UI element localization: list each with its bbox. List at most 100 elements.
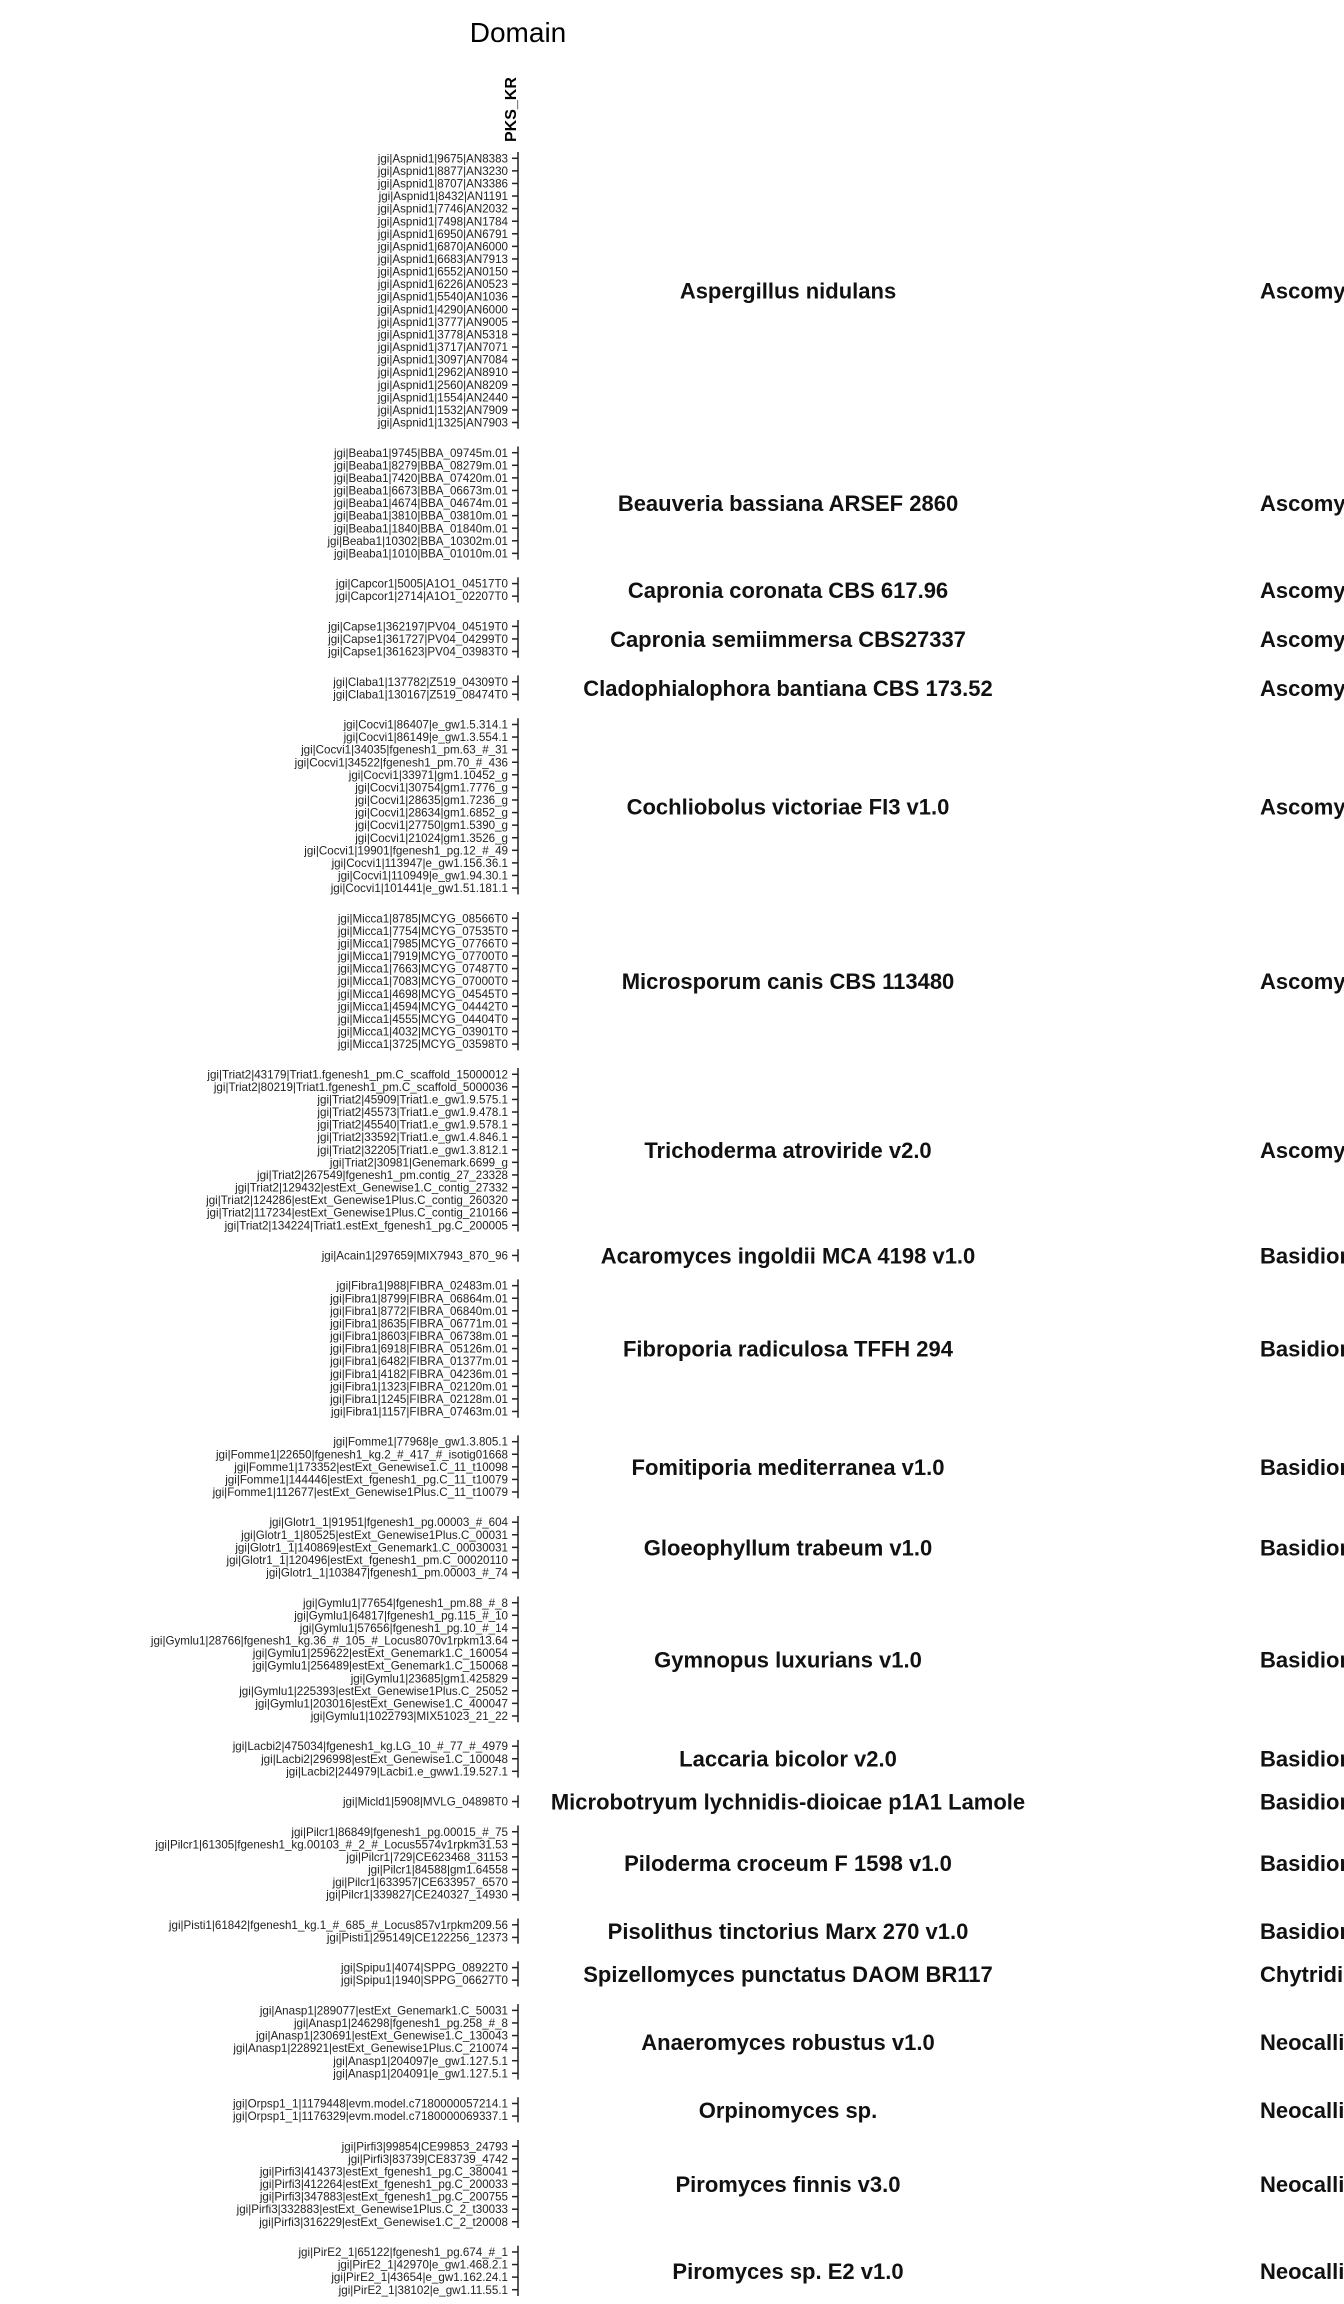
row-label: jgi|Spipu1|1940|SPPG_06627T0 bbox=[340, 1974, 508, 1987]
row-label: jgi|Aspnid1|1532|AN7909 bbox=[377, 404, 508, 417]
row-label: jgi|Fibra1|8635|FIBRA_06771m.01 bbox=[329, 1317, 508, 1330]
phylum-label: Neocallimastigomycota bbox=[1260, 2030, 1344, 2055]
row-label: jgi|Micca1|7919|MCYG_07700T0 bbox=[337, 950, 508, 963]
row-label: jgi|Micca1|4698|MCYG_04545T0 bbox=[337, 988, 508, 1001]
row-label: jgi|Fomme1|77968|e_gw1.3.805.1 bbox=[332, 1436, 508, 1449]
row-label: jgi|Anasp1|204097|e_gw1.127.5.1 bbox=[332, 2055, 508, 2068]
phylum-labels: Ascomycota Ascomycota Ascomycota Ascomycota… bbox=[1260, 278, 1344, 2283]
row-label: jgi|Aspnid1|3778|AN5318 bbox=[377, 328, 508, 341]
row-label: jgi|Beaba1|10302|BBA_10302m.01 bbox=[326, 535, 508, 548]
organism-label: Pisolithus tinctorius Marx 270 v1.0 bbox=[608, 1919, 969, 1944]
row-label: jgi|Cocvi1|33971|gm1.10452_g bbox=[348, 769, 508, 782]
row-label: jgi|Cocvi1|30754|gm1.7776_g bbox=[354, 781, 508, 794]
row-label: jgi|Cocvi1|19901|fgenesh1_pg.12_#_49 bbox=[303, 844, 508, 857]
row-label: jgi|Pilcr1|84588|gm1.64558 bbox=[367, 1864, 508, 1877]
phylum-label: Neocallimastigomycota bbox=[1260, 2259, 1344, 2284]
row-label: jgi|Pilcr1|633957|CE633957_6570 bbox=[332, 1876, 508, 1889]
row-label: jgi|Micca1|7083|MCYG_07000T0 bbox=[337, 975, 508, 988]
row-label: jgi|Capse1|361727|PV04_04299T0 bbox=[327, 633, 508, 646]
organism-label: Anaeromyces robustus v1.0 bbox=[641, 2030, 934, 2055]
column-headers: PKS_KR bbox=[503, 77, 520, 142]
row-label: jgi|Aspnid1|6226|AN0523 bbox=[377, 278, 508, 291]
row-label: jgi|Cocvi1|86407|e_gw1.5.314.1 bbox=[343, 719, 508, 732]
row-label: jgi|Gymlu1|256489|estExt_Genemark1.C_150… bbox=[252, 1660, 508, 1673]
row-label: jgi|Triat2|43179|Triat1.fgenesh1_pm.C_sc… bbox=[206, 1068, 508, 1081]
row-label: jgi|Cocvi1|34522|fgenesh1_pm.70_#_436 bbox=[294, 756, 508, 769]
row-label: jgi|Aspnid1|1554|AN2440 bbox=[377, 391, 508, 404]
organism-label: Fomitiporia mediterranea v1.0 bbox=[632, 1455, 945, 1480]
row-label: jgi|Aspnid1|8877|AN3230 bbox=[377, 165, 508, 178]
organism-label: Gymnopus luxurians v1.0 bbox=[654, 1647, 922, 1672]
row-label: jgi|Aspnid1|5540|AN1036 bbox=[377, 291, 508, 304]
row-label: jgi|Beaba1|1840|BBA_01840m.01 bbox=[333, 522, 508, 535]
row-label: jgi|Anasp1|228921|estExt_Genewise1Plus.C… bbox=[232, 2042, 508, 2055]
phylum-label: Basidiomycota bbox=[1260, 1337, 1344, 1362]
row-label: jgi|Glotr1_1|140869|estExt_Genemark1.C_0… bbox=[234, 1541, 508, 1554]
row-label: jgi|Triat2|134224|Triat1.estExt_fgenesh1… bbox=[224, 1219, 508, 1232]
row-label: jgi|Pirfi3|316229|estExt_Genewise1.C_2_t… bbox=[258, 2216, 508, 2229]
row-label: jgi|Beaba1|6673|BBA_06673m.01 bbox=[333, 485, 508, 498]
row-label: jgi|Cocvi1|86149|e_gw1.3.554.1 bbox=[343, 731, 508, 744]
row-label: jgi|Cocvi1|28635|gm1.7236_g bbox=[354, 794, 508, 807]
organism-label: Beauveria bassiana ARSEF 2860 bbox=[618, 491, 958, 516]
row-label: jgi|Triat2|30981|Genemark.6699_g bbox=[329, 1156, 508, 1169]
row-label: jgi|Fibra1|4182|FIBRA_04236m.01 bbox=[329, 1368, 508, 1381]
phylum-label: Ascomycota bbox=[1260, 676, 1344, 701]
phylum-label: Ascomycota bbox=[1260, 1138, 1344, 1163]
phylum-label: Basidiomycota bbox=[1260, 1455, 1344, 1480]
row-label: jgi|Triat2|124286|estExt_Genewise1Plus.C… bbox=[205, 1194, 508, 1207]
row-label: jgi|Gymlu1|23685|gm1.425829 bbox=[350, 1672, 508, 1685]
phylum-label: Ascomycota bbox=[1260, 278, 1344, 303]
organism-label: Piloderma croceum F 1598 v1.0 bbox=[624, 1851, 952, 1876]
row-label: jgi|Micca1|7985|MCYG_07766T0 bbox=[337, 937, 508, 950]
row-label: jgi|Gymlu1|57656|fgenesh1_pg.10_#_14 bbox=[299, 1622, 509, 1635]
row-label: jgi|Cocvi1|101441|e_gw1.51.181.1 bbox=[330, 882, 508, 895]
row-label: jgi|Lacbi2|296998|estExt_Genewise1.C_100… bbox=[260, 1753, 508, 1766]
row-label: jgi|PirE2_1|42970|e_gw1.468.2.1 bbox=[337, 2259, 508, 2272]
organism-label: Trichoderma atroviride v2.0 bbox=[644, 1138, 931, 1163]
row-label: jgi|Micca1|8785|MCYG_08566T0 bbox=[337, 912, 508, 925]
row-label: jgi|Glotr1_1|80525|estExt_Genewise1Plus.… bbox=[240, 1529, 508, 1542]
row-label: jgi|Micca1|7663|MCYG_07487T0 bbox=[337, 963, 508, 976]
row-label: jgi|Fibra1|8799|FIBRA_06864m.01 bbox=[329, 1292, 508, 1305]
row-label: jgi|Fibra1|8772|FIBRA_06840m.01 bbox=[329, 1305, 508, 1318]
row-label: jgi|Pilcr1|86849|fgenesh1_pg.00015_#_75 bbox=[290, 1826, 508, 1839]
row-label: jgi|Aspnid1|3097|AN7084 bbox=[377, 354, 509, 367]
row-label: jgi|Aspnid1|6950|AN6791 bbox=[377, 228, 508, 241]
row-label: jgi|Aspnid1|7498|AN1784 bbox=[377, 215, 509, 228]
row-label: jgi|Gymlu1|1022793|MIX51023_21_22 bbox=[310, 1710, 508, 1723]
phylum-label: Basidiomycota bbox=[1260, 1919, 1344, 1944]
row-label: jgi|Fomme1|173352|estExt_Genewise1.C_11_… bbox=[233, 1461, 508, 1474]
row-label: jgi|Fibra1|1245|FIBRA_02128m.01 bbox=[329, 1393, 508, 1406]
organism-label: Cochliobolus victoriae FI3 v1.0 bbox=[627, 794, 950, 819]
row-label: jgi|Fibra1|988|FIBRA_02483m.01 bbox=[336, 1280, 508, 1293]
row-label: jgi|Triat2|45909|Triat1.e_gw1.9.575.1 bbox=[316, 1093, 508, 1106]
phylum-label: Basidiomycota bbox=[1260, 1790, 1344, 1815]
row-label: jgi|Aspnid1|3717|AN7071 bbox=[377, 341, 508, 354]
row-label: jgi|Cocvi1|28634|gm1.6852_g bbox=[354, 807, 508, 820]
row-label: jgi|Fomme1|112677|estExt_Genewise1Plus.C… bbox=[212, 1486, 508, 1499]
row-label: jgi|Pirfi3|414373|estExt_fgenesh1_pg.C_3… bbox=[259, 2165, 508, 2178]
row-label: jgi|Triat2|129432|estExt_Genewise1.C_con… bbox=[234, 1182, 508, 1195]
row-label: jgi|Triat2|32205|Triat1.e_gw1.3.812.1 bbox=[316, 1144, 508, 1157]
row-label: jgi|Aspnid1|3777|AN9005 bbox=[377, 316, 508, 329]
row-label: jgi|Micca1|4555|MCYG_04404T0 bbox=[337, 1013, 508, 1026]
row-label: jgi|Beaba1|4674|BBA_04674m.01 bbox=[333, 497, 508, 510]
row-label: jgi|Aspnid1|8707|AN3386 bbox=[377, 178, 508, 191]
row-label: jgi|Pilcr1|339827|CE240327_14930 bbox=[325, 1889, 508, 1902]
chart-title: Domain bbox=[470, 17, 566, 48]
row-label: jgi|Orpsp1_1|1179448|evm.model.c71800000… bbox=[232, 2098, 508, 2111]
row-label: jgi|Cocvi1|27750|gm1.5390_g bbox=[354, 819, 508, 832]
row-label: jgi|Capcor1|2714|A1O1_02207T0 bbox=[335, 590, 508, 603]
row-label: jgi|Cocvi1|110949|e_gw1.94.30.1 bbox=[337, 870, 508, 883]
phylum-label: Ascomycota bbox=[1260, 969, 1344, 994]
row-label: jgi|Triat2|267549|fgenesh1_pm.contig_27_… bbox=[256, 1169, 508, 1182]
row-label: jgi|Beaba1|8279|BBA_08279m.01 bbox=[333, 459, 508, 472]
organism-label: Piromyces finnis v3.0 bbox=[676, 2172, 901, 2197]
row-label: jgi|Pisti1|295149|CE122256_12373 bbox=[326, 1931, 508, 1944]
row-label: jgi|Capse1|362197|PV04_04519T0 bbox=[327, 620, 508, 633]
phylum-label: Chytridiomycota bbox=[1260, 1962, 1344, 1987]
row-label: jgi|Aspnid1|1325|AN7903 bbox=[377, 417, 508, 430]
row-label: jgi|Fibra1|6918|FIBRA_05126m.01 bbox=[329, 1343, 508, 1356]
